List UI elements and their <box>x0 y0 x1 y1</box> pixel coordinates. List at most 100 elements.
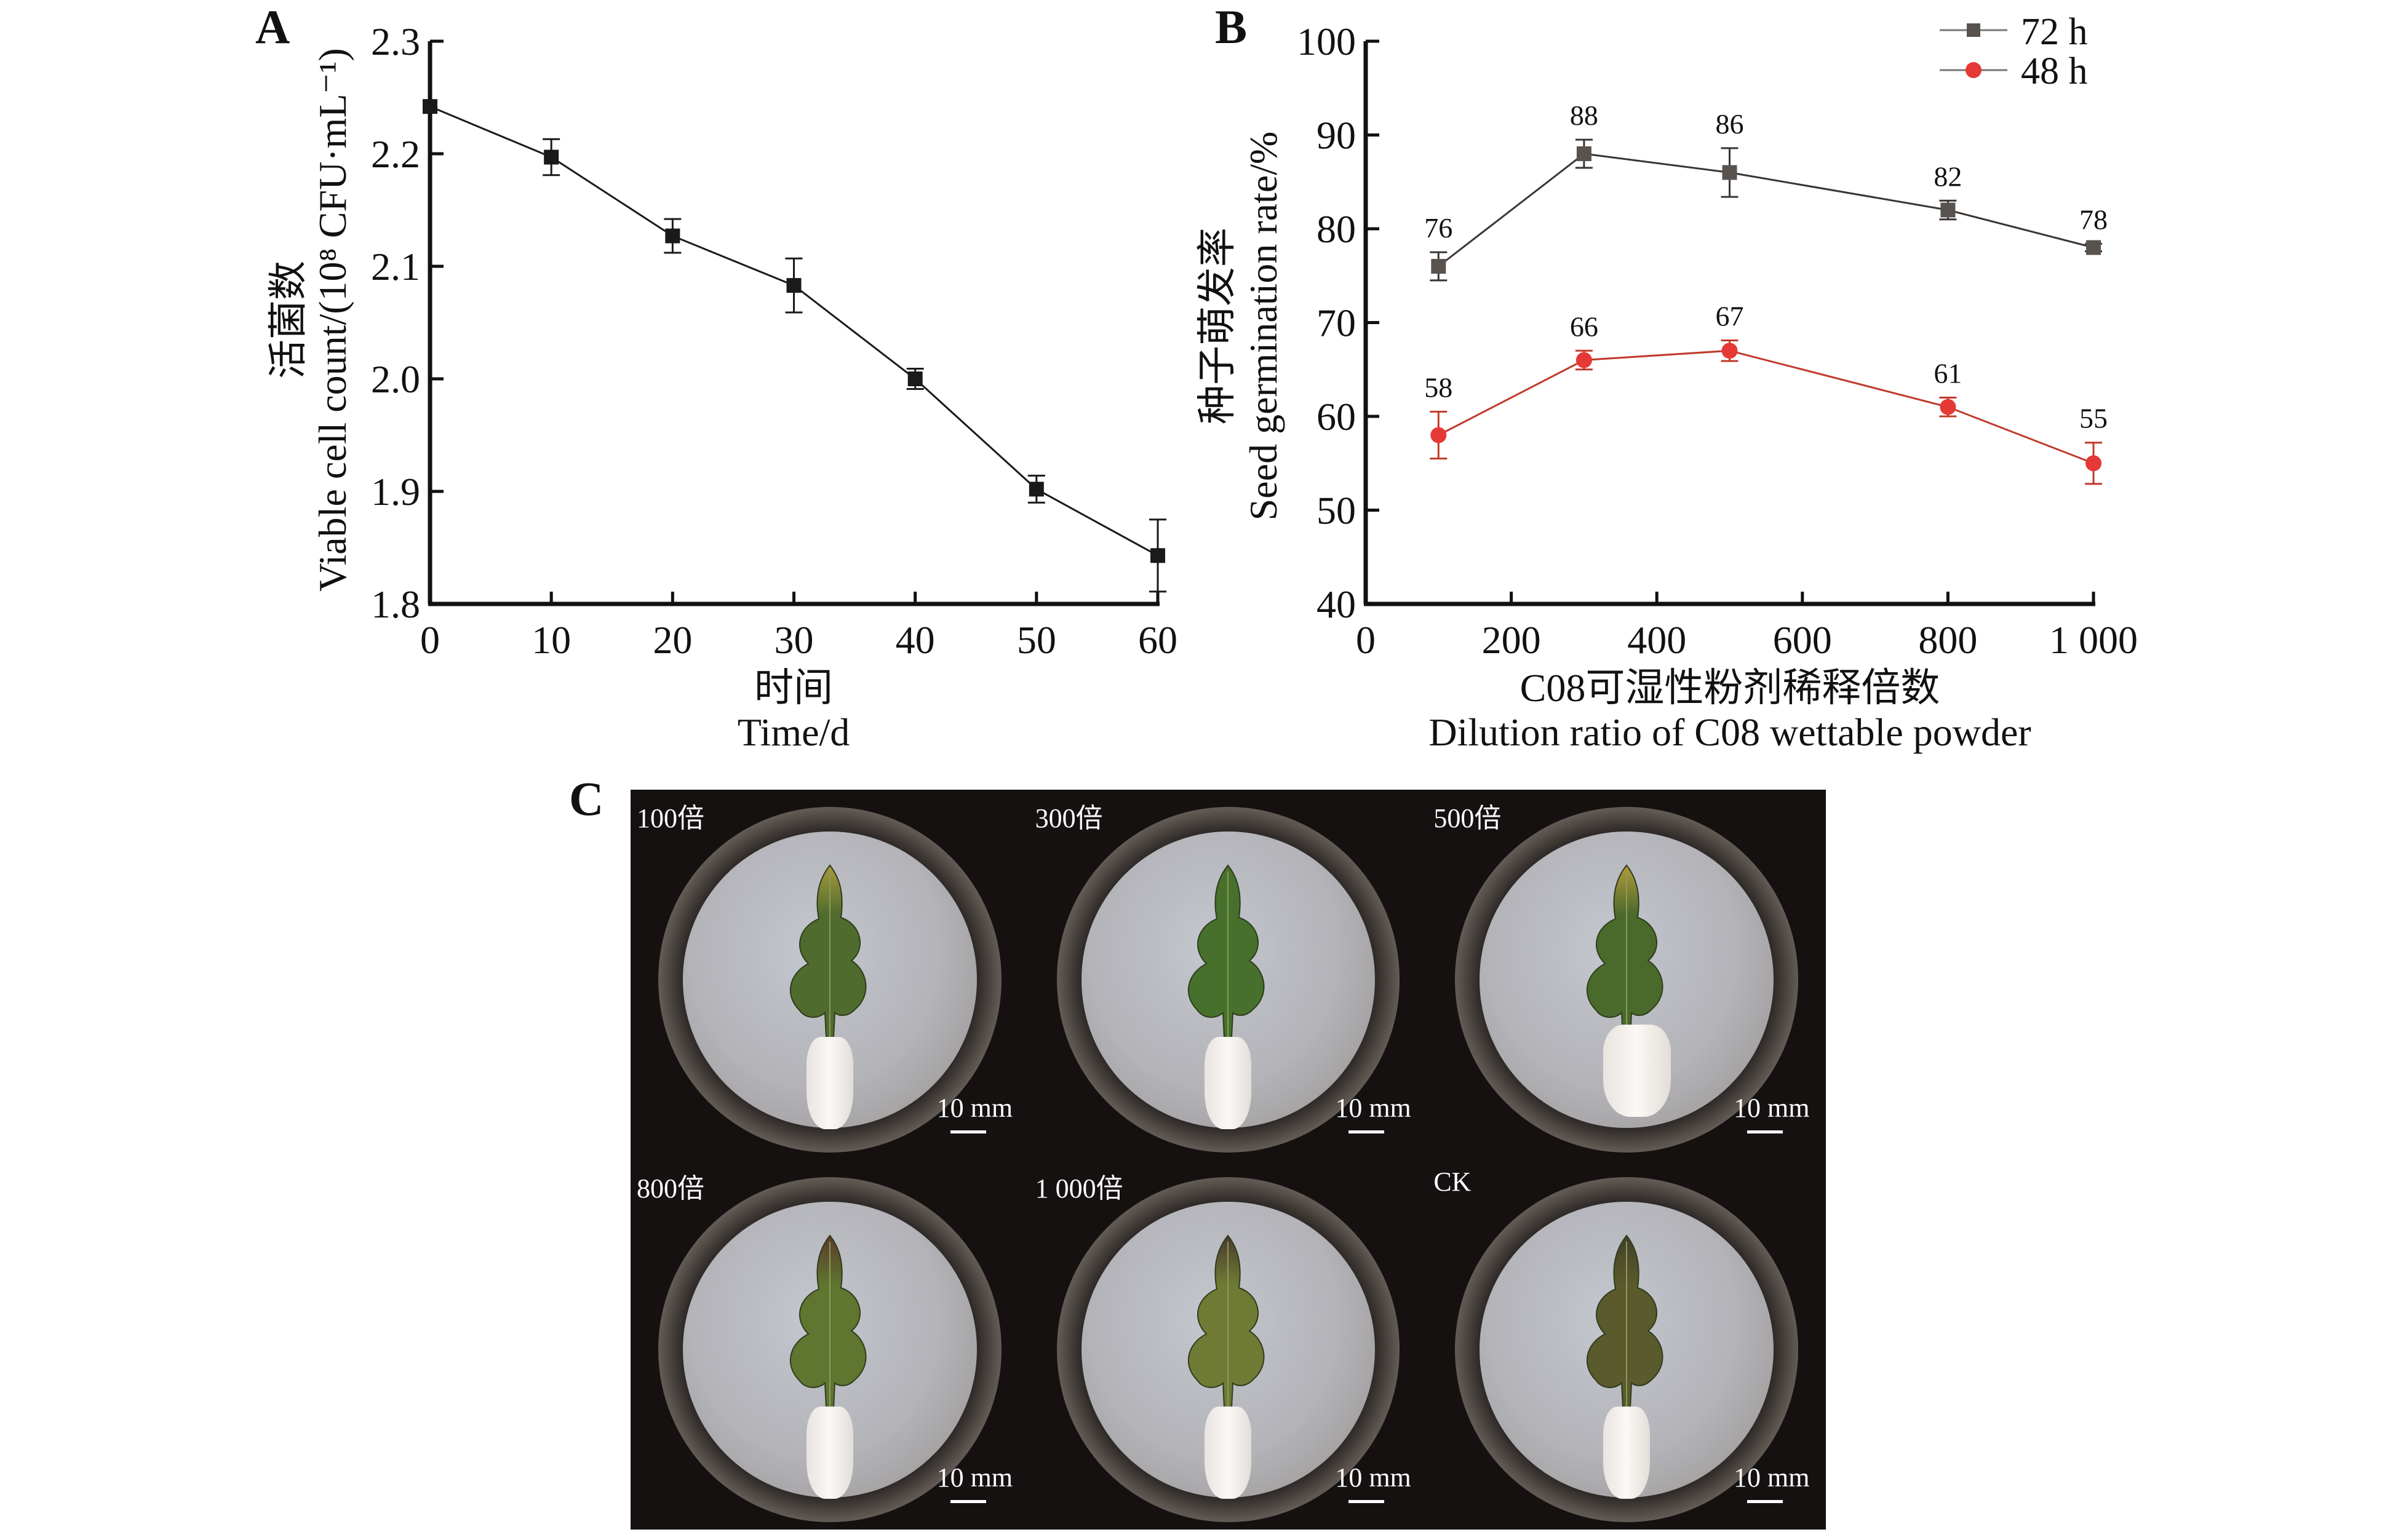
chart-a-x-ticks: 0 10 20 30 40 50 60 <box>420 592 1177 662</box>
x-tick-label: 400 <box>1627 618 1686 662</box>
chart-b-xlabel-cn: C08可湿性粉剂稀释倍数 <box>1520 666 1940 710</box>
x-tick-label: 30 <box>775 618 814 662</box>
data-label: 61 <box>1934 358 1962 389</box>
series-line <box>1438 349 2094 464</box>
y-tick-label: 1.9 <box>371 470 420 514</box>
y-tick-label: 70 <box>1317 301 1356 345</box>
legend-marker-72h <box>1967 23 1980 37</box>
y-tick-label: 80 <box>1317 207 1356 251</box>
series-line <box>429 105 1158 557</box>
cotton-plug <box>806 1036 853 1129</box>
scale-bar <box>950 1500 986 1503</box>
data-point <box>1575 352 1592 368</box>
legend-label-48h: 48 h <box>2021 50 2088 92</box>
leaf-icon <box>789 864 867 1063</box>
scale-bar <box>1747 1130 1783 1133</box>
series-line <box>1438 153 2094 268</box>
y-tick-label: 2.1 <box>371 245 420 288</box>
x-tick-label: 1 000 <box>2049 618 2138 662</box>
leaf-icon <box>789 1234 867 1433</box>
data-point <box>1940 202 1956 218</box>
chart-b-series: 76 88 86 82 78 58 66 67 61 55 <box>1424 100 2108 485</box>
chart-b-x-ticks: 0 200 400 600 800 1 000 <box>1356 592 2138 662</box>
legend-marker-48h <box>1966 62 1982 78</box>
y-tick-label: 100 <box>1297 20 1356 63</box>
data-point <box>544 149 559 165</box>
cotton-plug <box>1205 1036 1252 1129</box>
data-point <box>907 371 923 386</box>
leaf-icon <box>1188 864 1265 1063</box>
treatment-label: 100倍 <box>637 803 704 833</box>
chart-b-ylabel-cn: 种子萌发率 <box>1195 228 1239 424</box>
data-point <box>1576 146 1591 161</box>
x-tick-label: 10 <box>532 618 571 662</box>
chart-a-xlabel-cn: 时间 <box>754 666 833 710</box>
data-label: 55 <box>2079 403 2108 434</box>
scale-bar-label: 10 mm <box>936 1463 1013 1493</box>
photo-cell: CK 10 mm <box>1427 1160 1826 1530</box>
data-point <box>665 228 680 244</box>
treatment-label: 500倍 <box>1433 803 1502 833</box>
leaf-icon <box>1587 1234 1663 1433</box>
chart-a-y-ticks: 1.8 1.9 2.0 2.1 2.2 2.3 <box>371 20 444 626</box>
scale-bar-label: 10 mm <box>1733 1092 1810 1123</box>
data-label: 76 <box>1424 212 1452 244</box>
data-point <box>1940 399 1956 415</box>
y-tick-label: 90 <box>1317 114 1356 157</box>
data-label: 82 <box>1934 161 1962 192</box>
data-point <box>1430 427 1447 443</box>
data-label: 67 <box>1716 300 1744 331</box>
chart-b-legend: 72 h 48 h <box>1940 11 2088 92</box>
scale-bar-label: 10 mm <box>936 1092 1013 1123</box>
chart-a-ylabel-cn: 活菌数 <box>266 261 310 379</box>
data-label: 88 <box>1570 100 1598 131</box>
y-tick-label: 60 <box>1317 395 1356 439</box>
scale-bar-label: 10 mm <box>1335 1092 1411 1123</box>
x-tick-label: 20 <box>653 618 692 662</box>
x-tick-label: 0 <box>420 618 440 662</box>
panel-label-b: B <box>1215 0 1247 54</box>
data-point <box>423 99 437 114</box>
scale-bar <box>950 1130 986 1133</box>
data-point <box>1722 165 1737 180</box>
legend-label-72h: 72 h <box>2021 11 2088 53</box>
scale-bar-label: 10 mm <box>1733 1463 1810 1493</box>
y-tick-label: 50 <box>1317 489 1356 533</box>
cotton-plug <box>806 1407 853 1499</box>
cotton-plug <box>1603 1407 1651 1499</box>
x-tick-label: 50 <box>1017 618 1056 662</box>
chart-b-xlabel: Dilution ratio of C08 wettable powder <box>1428 710 2031 754</box>
chart-a-series <box>423 99 1166 593</box>
treatment-label: 800倍 <box>637 1173 704 1204</box>
data-label: 66 <box>1570 311 1598 342</box>
photo-cell: 800倍 10 mm <box>631 1160 1029 1530</box>
y-tick-label: 2.3 <box>371 20 420 63</box>
treatment-label: 300倍 <box>1035 803 1103 833</box>
data-label: 78 <box>2079 204 2108 235</box>
data-point <box>1721 343 1738 359</box>
photo-cell: 300倍 10 mm <box>1029 790 1428 1160</box>
photo-cell: 100倍 10 mm <box>631 790 1029 1160</box>
chart-a-xlabel: Time/d <box>738 710 850 754</box>
cotton-plug <box>1205 1407 1252 1499</box>
x-tick-label: 200 <box>1482 618 1541 662</box>
chart-b-ylabel: Seed germination rate/% <box>1241 132 1285 521</box>
x-tick-label: 40 <box>896 618 935 662</box>
chart-b: 40 50 60 70 80 90 100 0 200 400 600 800 1 000 76 88 8… <box>1195 11 2138 754</box>
x-tick-label: 800 <box>1918 618 1977 662</box>
data-point <box>2085 455 2101 472</box>
photo-cell: 1 000倍 10 mm <box>1029 1160 1428 1530</box>
x-tick-label: 600 <box>1773 618 1832 662</box>
scale-bar <box>1348 1130 1385 1133</box>
panel-label-a: A <box>255 0 290 54</box>
x-tick-label: 0 <box>1356 618 1376 662</box>
chart-a-axes <box>428 41 1160 606</box>
chart-a-ylabel: Viable cell count/(10⁸ CFU·mL⁻¹) <box>311 48 354 592</box>
leaf-icon <box>1188 1234 1265 1433</box>
scale-bar-label: 10 mm <box>1335 1463 1411 1493</box>
chart-a: 1.8 1.9 2.0 2.1 2.2 2.3 0 10 20 30 40 50 60 时间 Time… <box>266 20 1177 754</box>
y-tick-label: 1.8 <box>371 582 420 626</box>
cotton-plug <box>1603 1024 1671 1117</box>
y-tick-label: 40 <box>1317 582 1356 626</box>
